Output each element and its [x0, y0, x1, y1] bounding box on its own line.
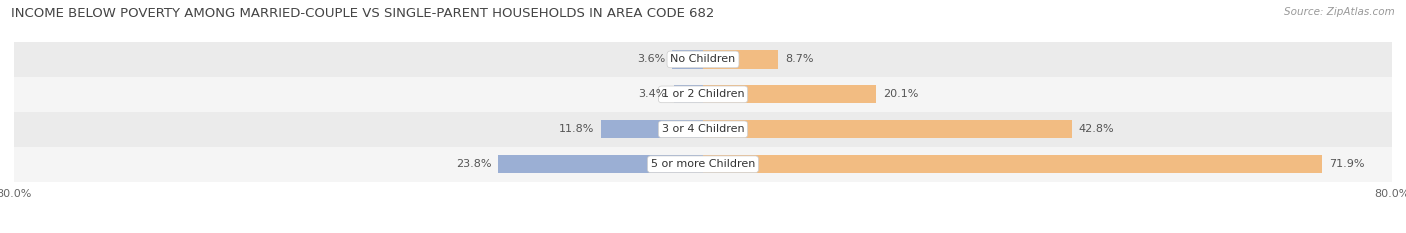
Text: 3 or 4 Children: 3 or 4 Children — [662, 124, 744, 134]
Bar — [498, 155, 703, 173]
Text: 3.4%: 3.4% — [638, 89, 666, 99]
Text: No Children: No Children — [671, 55, 735, 64]
Text: 20.1%: 20.1% — [883, 89, 918, 99]
Text: 1 or 2 Children: 1 or 2 Children — [662, 89, 744, 99]
Text: INCOME BELOW POVERTY AMONG MARRIED-COUPLE VS SINGLE-PARENT HOUSEHOLDS IN AREA CO: INCOME BELOW POVERTY AMONG MARRIED-COUPL… — [11, 7, 714, 20]
Bar — [14, 112, 1392, 147]
Text: 42.8%: 42.8% — [1078, 124, 1114, 134]
Text: Source: ZipAtlas.com: Source: ZipAtlas.com — [1284, 7, 1395, 17]
Bar — [703, 85, 876, 103]
Text: 8.7%: 8.7% — [785, 55, 813, 64]
Bar — [703, 155, 1322, 173]
Text: 3.6%: 3.6% — [637, 55, 665, 64]
Bar — [703, 120, 1071, 138]
Text: 11.8%: 11.8% — [560, 124, 595, 134]
Text: 5 or more Children: 5 or more Children — [651, 159, 755, 169]
Bar — [602, 120, 703, 138]
Text: 23.8%: 23.8% — [456, 159, 491, 169]
Bar — [14, 147, 1392, 182]
Bar — [14, 42, 1392, 77]
Text: 71.9%: 71.9% — [1329, 159, 1365, 169]
Bar — [672, 50, 703, 69]
Bar — [703, 50, 778, 69]
Bar — [14, 77, 1392, 112]
Bar — [673, 85, 703, 103]
